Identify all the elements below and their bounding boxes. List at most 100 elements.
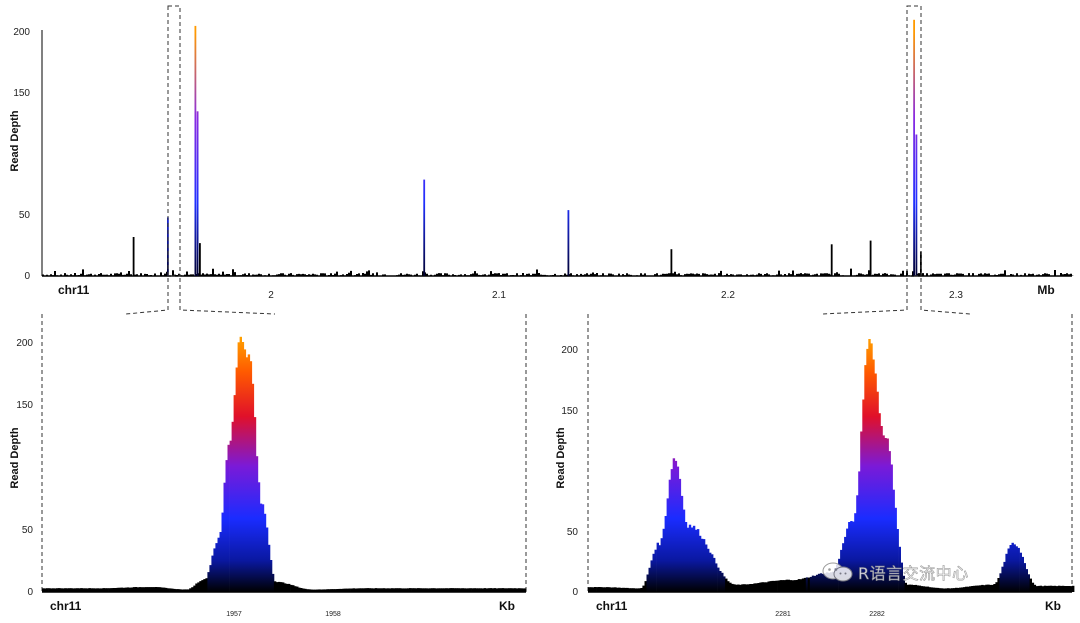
coverage-bar: [485, 588, 489, 592]
coverage-bar: [304, 588, 307, 592]
coverage-bar: [128, 587, 132, 592]
coverage-bar: [191, 587, 194, 592]
coverage-bar: [1027, 574, 1030, 592]
coverage-bar: [823, 573, 827, 592]
coverage-bar: [401, 588, 404, 592]
coverage-bar: [670, 469, 674, 592]
coverage-bar: [719, 571, 722, 592]
wechat-icon: [822, 562, 854, 582]
coverage-bar: [150, 587, 154, 592]
coverage-bar: [427, 588, 430, 592]
coverage-bar: [753, 583, 756, 592]
coverage-bar: [914, 584, 918, 592]
coverage-bar: [674, 460, 678, 592]
coverage-bar: [904, 582, 907, 592]
coverage-bar: [600, 587, 603, 592]
coverage-bar: [894, 507, 897, 592]
coverage-bar: [908, 584, 911, 592]
coverage-bar: [245, 357, 249, 592]
coverage-bar: [134, 587, 138, 592]
coverage-bar: [773, 580, 776, 592]
coverage-bar: [296, 586, 299, 592]
coverage-bar: [864, 365, 867, 592]
chromosome-label: chr11: [50, 599, 82, 613]
coverage-bar: [179, 589, 182, 592]
coverage-bar: [709, 552, 712, 592]
background-coverage: [42, 268, 1074, 276]
coverage-bar: [590, 587, 593, 592]
coverage-bar: [348, 588, 351, 592]
coverage-bar: [378, 588, 382, 592]
coverage-bar: [781, 580, 784, 592]
coverage-bar: [965, 586, 968, 592]
coverage-bar: [136, 587, 140, 592]
coverage-bar: [711, 554, 714, 592]
coverage-bar: [717, 567, 720, 592]
coverage-bar: [739, 584, 742, 592]
coverage-bar: [692, 525, 696, 592]
coverage-bar: [979, 585, 982, 592]
coverage-bar: [874, 373, 877, 592]
coverage-bar: [366, 588, 370, 592]
coverage-bar: [263, 513, 267, 592]
coverage-bar: [660, 538, 663, 592]
coverage-bar: [80, 588, 83, 592]
coverage-bar: [433, 588, 436, 592]
coverage-bar: [727, 581, 730, 592]
coverage-bar: [1047, 585, 1051, 592]
coverage-bar: [934, 587, 938, 592]
coverage-bar: [767, 581, 770, 592]
coverage-bar: [425, 588, 428, 592]
coverage-bar: [207, 572, 210, 592]
coverage-bar: [213, 548, 216, 592]
coverage-bar: [815, 574, 819, 592]
coverage-bar: [259, 503, 263, 592]
coverage-bar: [286, 583, 289, 592]
coverage-bar: [491, 588, 495, 592]
coverage-bar: [930, 587, 934, 592]
coverage-bar: [981, 584, 984, 592]
coverage-bar: [785, 579, 788, 592]
coverage-bar: [459, 588, 462, 592]
coverage-bar: [215, 543, 218, 592]
coverage-bar: [334, 589, 337, 592]
coverage-bar: [481, 588, 484, 592]
coverage-bar: [1041, 586, 1045, 592]
coverage-bar: [817, 573, 821, 592]
coverage-bar: [376, 588, 380, 592]
coverage-bar: [346, 588, 349, 592]
x-tick-label: 2.3: [949, 290, 963, 301]
coverage-bar: [858, 471, 861, 592]
coverage-bar: [100, 588, 103, 592]
coverage-bar: [1033, 584, 1037, 592]
coverage-bar: [267, 544, 271, 592]
coverage-bar: [524, 588, 527, 592]
coverage-bar: [163, 587, 166, 592]
coverage-bar: [517, 588, 521, 592]
coverage-bar: [826, 572, 829, 592]
coverage-bar: [501, 588, 505, 592]
coverage-bar: [340, 588, 343, 592]
coverage-bar: [196, 111, 199, 276]
coverage-bar: [707, 548, 710, 592]
coverage-bar: [652, 553, 655, 592]
coverage-bar: [811, 575, 815, 592]
coverage-bar: [326, 589, 329, 592]
coverage-bar: [1059, 585, 1063, 592]
coverage-bar: [953, 588, 956, 592]
coverage-bar: [751, 584, 754, 592]
coverage-bar: [1003, 561, 1006, 592]
coverage-bar: [46, 588, 49, 592]
coverage-bar: [253, 417, 257, 592]
coverage-bar: [413, 588, 416, 592]
coverage-bar: [832, 571, 835, 592]
coverage-bar: [886, 438, 889, 592]
coverage-bar: [74, 588, 77, 592]
coverage-bar: [592, 587, 595, 592]
zoom-left-panel: Read Depth 200 150 50 0 chr11 1957 1958 …: [9, 314, 527, 618]
coverage-bar: [251, 383, 255, 592]
coverage-bar: [175, 589, 178, 592]
coverage-bar: [193, 585, 196, 592]
coverage-bar: [312, 589, 315, 592]
coverage-bar: [386, 588, 390, 592]
